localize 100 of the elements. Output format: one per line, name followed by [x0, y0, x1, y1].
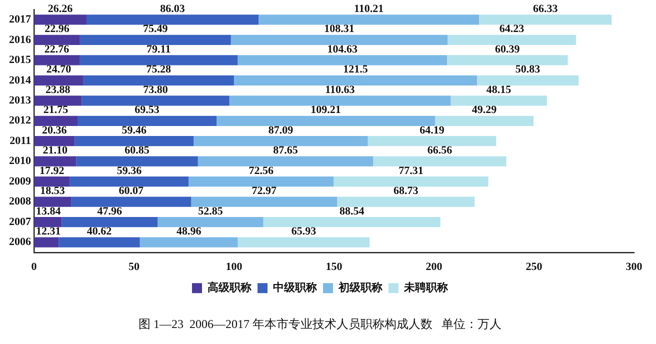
bar: [238, 237, 370, 248]
bar: [216, 116, 435, 126]
data-label: 17.92: [40, 164, 65, 177]
data-label: 88.54: [339, 205, 365, 218]
bar: [80, 34, 231, 46]
bar: [198, 156, 374, 166]
bar: [83, 75, 234, 86]
bar: [450, 96, 547, 106]
bar: [34, 55, 80, 66]
data-label: 86.03: [160, 3, 186, 15]
bar: [34, 34, 80, 46]
data-label: 50.83: [515, 64, 541, 76]
data-label: 49.29: [472, 104, 498, 116]
bar: [434, 116, 534, 126]
data-label: 13.84: [36, 205, 62, 218]
data-label: 75.49: [143, 23, 168, 36]
legend-label: 高级职称: [208, 280, 252, 294]
bar: [86, 14, 259, 25]
x-tick-label: 200: [426, 260, 443, 273]
data-label: 87.65: [273, 144, 298, 157]
data-label: 21.10: [42, 144, 68, 157]
data-label: 77.31: [398, 164, 424, 177]
x-tick-label: 50: [128, 260, 140, 273]
data-label: 21.75: [43, 104, 69, 116]
x-tick-label: 300: [626, 260, 643, 273]
data-label: 23.88: [46, 84, 71, 96]
data-label: 110.21: [354, 3, 384, 15]
y-tick-label: 2017: [9, 14, 32, 26]
bar: [76, 156, 198, 166]
bar: [476, 75, 579, 86]
legend-label: 初级职称: [338, 280, 384, 294]
data-label: 59.36: [116, 164, 142, 177]
y-tick-label: 2013: [9, 94, 32, 106]
legend-label: 中级职称: [273, 280, 318, 294]
bar: [34, 237, 59, 248]
bar: [140, 237, 238, 248]
text: 图 1—23 2006—2017 年本市专业技术人员职称构成人数 单位：万人: [138, 316, 502, 331]
data-label: 121.5: [343, 64, 368, 76]
data-label: 60.07: [118, 185, 144, 198]
data-label: 109.21: [310, 104, 341, 116]
data-label: 66.33: [532, 3, 558, 15]
data-label: 73.80: [143, 84, 168, 96]
data-label: 72.56: [248, 164, 274, 177]
bar: [34, 156, 76, 166]
data-label: 79.11: [146, 43, 171, 56]
data-label: 87.09: [268, 124, 294, 136]
bar: [191, 196, 338, 207]
data-label: 72.97: [252, 185, 278, 198]
bar: [34, 75, 84, 86]
bar: [258, 14, 479, 25]
data-label: 69.53: [134, 104, 160, 116]
bar: [80, 55, 238, 66]
data-label: 12.31: [36, 226, 61, 238]
data-label: 47.96: [97, 205, 123, 218]
data-label: 66.56: [427, 144, 453, 157]
data-label: 22.76: [44, 43, 70, 56]
x-tick-label: 0: [31, 260, 38, 273]
legend-label: 未聘职称: [403, 280, 449, 294]
bar: [34, 216, 62, 228]
y-tick-label: 2008: [9, 196, 32, 208]
bar: [448, 34, 576, 46]
y-tick-label: 2009: [9, 175, 32, 188]
bar: [62, 216, 158, 228]
bar: [447, 55, 568, 66]
data-label: 104.63: [327, 43, 358, 56]
data-label: 68.73: [393, 185, 419, 198]
bar: [70, 176, 189, 187]
x-tick-label: 150: [326, 260, 343, 273]
bar: [234, 75, 477, 86]
bar: [34, 116, 78, 126]
data-label: 60.39: [495, 43, 520, 56]
data-label: 64.19: [420, 124, 445, 136]
x-tick-label: 250: [526, 260, 543, 273]
bar: [82, 96, 230, 106]
bar: [368, 136, 496, 146]
data-label: 40.62: [86, 226, 112, 238]
data-label: 18.53: [40, 185, 66, 198]
bar: [158, 216, 264, 228]
data-label: 110.63: [325, 84, 356, 96]
y-tick-label: 2007: [9, 216, 32, 228]
bar: [34, 14, 87, 25]
bar: [230, 34, 448, 46]
y-tick-label: 2006: [9, 236, 32, 248]
y-tick-label: 2015: [9, 54, 32, 66]
bar: [263, 216, 440, 228]
bar: [74, 136, 194, 146]
bar: [34, 176, 70, 187]
data-label: 65.93: [291, 226, 317, 238]
y-tick-label: 2016: [9, 34, 32, 46]
data-label: 26.26: [48, 3, 74, 15]
y-tick-label: 2014: [9, 74, 32, 86]
bar: [34, 136, 75, 146]
data-label: 75.28: [146, 64, 172, 76]
bar: [373, 156, 506, 166]
bar: [334, 176, 488, 187]
data-label: 108.31: [324, 23, 354, 36]
bar: [238, 55, 447, 66]
bar: [34, 96, 82, 106]
y-tick-label: 2010: [9, 155, 32, 168]
data-label: 20.36: [42, 124, 68, 136]
